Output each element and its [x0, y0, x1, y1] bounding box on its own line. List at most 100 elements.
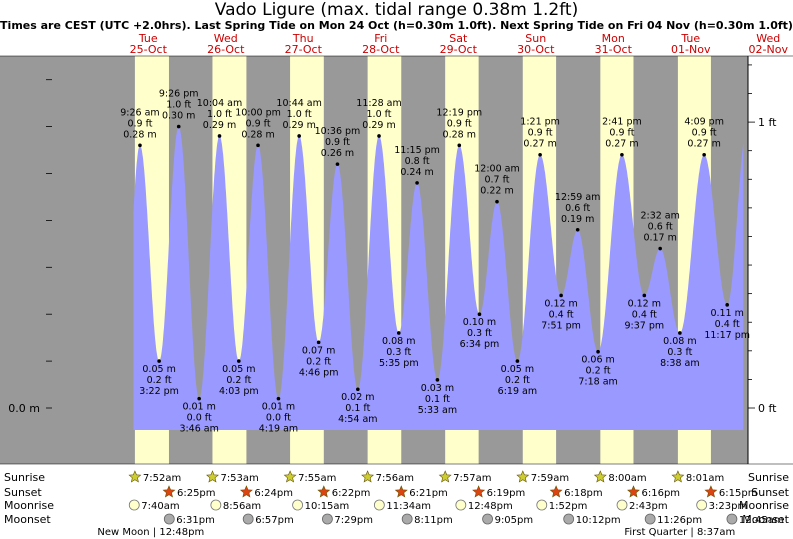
sunrise-time: 7:59am [531, 473, 569, 484]
tide-point [316, 340, 321, 345]
tide-label: 12:19 pm [436, 107, 482, 118]
tide-area [133, 126, 744, 430]
chart-title: Vado Ligure (max. tidal range 0.38m 1.2f… [214, 0, 579, 20]
sunrise-time: 7:56am [376, 473, 414, 484]
tide-point [538, 152, 542, 157]
tide-point [725, 303, 729, 307]
sunset-icon [472, 485, 486, 498]
sunrise-icon [283, 470, 297, 483]
moonrise-icon [455, 499, 467, 511]
moonset-icon [726, 513, 738, 525]
chart-subtitle: Times are CEST (UTC +2.0hrs). Last Sprin… [0, 19, 793, 32]
tide-point [297, 134, 301, 138]
tide-label: 4:19 am [259, 424, 298, 435]
moonrise-icon [536, 499, 548, 511]
day-name: Wed [214, 32, 238, 45]
moonrise-time: 12:48pm [468, 501, 513, 512]
tide-point [477, 312, 482, 317]
tide-point [559, 293, 563, 298]
moonset-time: 6:31pm [176, 515, 215, 526]
tide-label: 10:44 am [276, 98, 321, 109]
tide-point [256, 143, 260, 148]
tide-label: 0.12 m [544, 298, 577, 309]
moonset-time: 10:12pm [576, 515, 621, 526]
tide-label: 0.9 ft [325, 137, 350, 148]
sunset-icon [162, 485, 176, 498]
tide-label: 0.4 ft [549, 309, 574, 320]
tide-label: 0.28 m [241, 129, 274, 140]
tide-label: 0.11 m [710, 308, 743, 319]
tide-label: 0.05 m [222, 364, 255, 375]
tide-point [620, 152, 624, 157]
moonrise-time: 2:43pm [629, 501, 668, 512]
tide-label: 0.4 ft [715, 319, 740, 330]
tide-label: 0.08 m [382, 336, 415, 347]
right-axis-label: 0 ft [758, 402, 777, 415]
moonrise-time: 1:52pm [549, 501, 588, 512]
day-date: 29-Oct [440, 43, 478, 56]
moonrise-icon [210, 499, 222, 511]
tide-label: 0.2 ft [306, 356, 331, 367]
tide-label: 0.8 ft [405, 156, 430, 167]
tide-labels: 9:26 am0.9 ft0.28 m0.05 m0.2 ft3:22 pm9:… [120, 89, 750, 435]
tide-label: 7:18 am [578, 377, 617, 388]
moonrise-icon [616, 499, 628, 511]
tide-label: 0.30 m [162, 111, 195, 122]
day-name: Sat [449, 32, 468, 45]
tide-point [237, 359, 241, 363]
day-name: Sun [525, 32, 546, 45]
tide-label: 10:00 pm [235, 107, 281, 118]
sunset-icon [239, 485, 253, 498]
tide-label: 11:28 am [356, 98, 401, 109]
tide-label: 0.3 ft [667, 347, 692, 358]
moonrise-time: 10:15am [305, 501, 350, 512]
tide-label: 12:59 am [555, 192, 600, 203]
sunrise-time: 8:00am [608, 473, 646, 484]
moonrise-icon [696, 499, 708, 511]
tide-point [276, 396, 281, 401]
tide-point [702, 152, 706, 157]
tide-label: 0.1 ft [425, 394, 450, 405]
tide-point [197, 396, 201, 401]
tide-label: 0.05 m [142, 364, 175, 375]
sunset-time: 6:25pm [177, 488, 216, 499]
tide-label: 0.0 ft [187, 413, 212, 424]
moonrise-icon [373, 499, 385, 511]
tide-label: 3:22 pm [139, 386, 179, 397]
tide-label: 0.27 m [523, 139, 556, 150]
tide-label: 6:34 pm [460, 339, 500, 350]
tide-label: 0.6 ft [565, 203, 590, 214]
tide-point [157, 359, 161, 363]
day-date: 30-Oct [517, 43, 555, 56]
tide-point [176, 124, 181, 129]
tide-label: 0.2 ft [505, 375, 530, 386]
tide-label: 1.0 ft [367, 109, 392, 120]
tide-label: 11:17 pm [704, 330, 750, 341]
tide-label: 0.9 ft [609, 128, 634, 139]
moonset-icon [242, 513, 254, 525]
moon-phase-label: First Quarter | 8:37am [624, 527, 735, 538]
tide-label: 4:03 pm [219, 386, 259, 397]
tide-curve [133, 126, 744, 430]
tide-label: 0.2 ft [147, 375, 172, 386]
tide-label: 3:46 am [179, 424, 218, 435]
sunrise-time: 8:01am [686, 473, 724, 484]
tide-label: 10:04 am [197, 98, 242, 109]
tide-label: 0.9 ft [127, 118, 152, 129]
tide-point [596, 349, 600, 354]
sunrise-icon [361, 470, 375, 483]
sunrise-row-label-right: Sunrise [748, 471, 789, 484]
sunrise-row-label-left: Sunrise [4, 471, 45, 484]
tide-point [377, 134, 381, 138]
tide-label: 2:32 am [640, 211, 679, 222]
tide-label: 0.17 m [643, 233, 676, 244]
moonrise-time: 8:56am [223, 501, 261, 512]
tide-label: 0.7 ft [484, 175, 509, 186]
moonset-row-label-right: Moonset [742, 513, 789, 526]
moonrise-row-label-left: Moonrise [4, 499, 54, 512]
moonset-icon [163, 513, 175, 525]
sunset-time: 6:21pm [409, 488, 448, 499]
right-margin [748, 56, 793, 464]
